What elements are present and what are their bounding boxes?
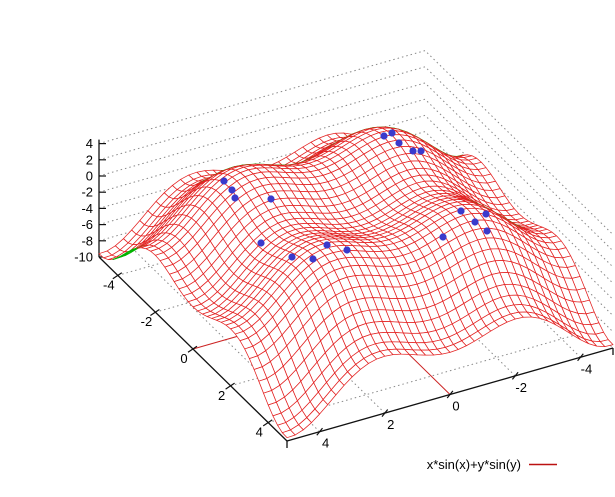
y-tick-label: -4 — [581, 361, 593, 376]
z-tick-label: 0 — [86, 169, 93, 184]
surface-mesh — [98, 126, 614, 439]
x-tick-label: -4 — [103, 277, 115, 292]
y-tick — [446, 390, 454, 399]
x-tick-label: 2 — [218, 388, 225, 403]
x-tick — [225, 382, 235, 390]
scatter-point — [380, 132, 388, 140]
x-tick — [187, 345, 198, 353]
z-tick-label: -4 — [81, 201, 93, 216]
legend: x*sin(x)+y*sin(y) — [427, 457, 557, 472]
z-tick-label: -2 — [81, 185, 93, 200]
scatter-point — [439, 233, 447, 241]
y-tick — [316, 427, 323, 436]
scatter-point — [309, 255, 317, 263]
x-tick-label: 4 — [256, 425, 263, 440]
x-tick — [150, 309, 160, 316]
scatter-point — [228, 186, 236, 194]
scatter-point — [231, 194, 239, 202]
z-tick-label: -8 — [81, 233, 93, 248]
z-gridline — [98, 98, 614, 284]
y-tick-label: 0 — [452, 399, 459, 414]
x-tick-label: -2 — [141, 314, 153, 329]
scatter-point — [409, 147, 417, 155]
scatter-point — [482, 210, 490, 218]
scatter-point — [257, 239, 265, 247]
scatter-points — [220, 129, 491, 263]
y-tick-label: 4 — [322, 436, 329, 451]
z-gridline — [98, 82, 614, 268]
scatter-point — [288, 253, 296, 261]
z-gridline — [98, 50, 614, 235]
y-tick — [577, 353, 584, 362]
scatter-point — [388, 129, 396, 137]
x-tick — [112, 272, 123, 280]
z-tick-label: -10 — [74, 250, 93, 265]
scatter-point — [220, 177, 228, 185]
y-tick-label: -2 — [515, 380, 527, 395]
z-tick-label: 2 — [86, 152, 93, 167]
scatter-point — [343, 246, 351, 254]
z-tick-label: 4 — [86, 136, 93, 151]
z-tick-label: -6 — [81, 217, 93, 232]
scatter-point — [457, 207, 465, 215]
y-tick — [381, 409, 389, 417]
y-tick — [511, 371, 519, 380]
x-tick-label: 0 — [180, 351, 187, 366]
scatter-point — [417, 147, 425, 155]
z-gridline — [98, 66, 614, 252]
y-tick-label: 2 — [387, 417, 394, 432]
scatter-point — [483, 227, 491, 235]
x-tick — [262, 419, 273, 427]
scatter-point — [395, 139, 403, 147]
scatter-point — [267, 195, 275, 203]
scatter-point — [471, 218, 479, 226]
legend-label: x*sin(x)+y*sin(y) — [427, 457, 521, 472]
scatter-point — [323, 241, 331, 249]
